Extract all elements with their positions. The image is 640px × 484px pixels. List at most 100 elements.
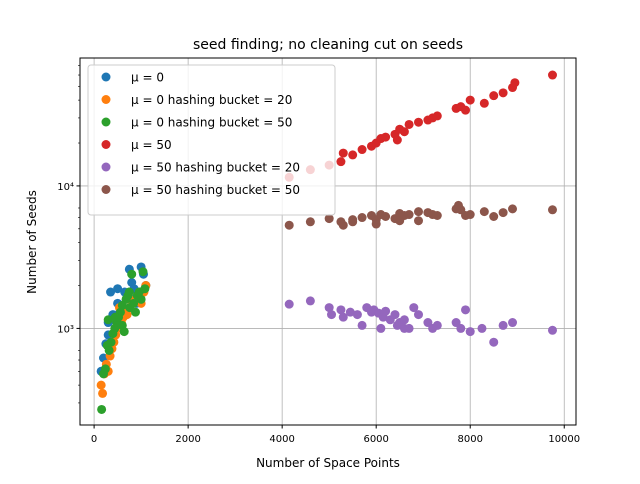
data-point bbox=[117, 300, 127, 310]
data-point bbox=[381, 212, 391, 222]
data-point bbox=[129, 298, 139, 308]
data-point bbox=[399, 323, 409, 333]
data-point bbox=[390, 310, 400, 320]
data-point bbox=[124, 287, 134, 297]
x-tick-label: 2000 bbox=[175, 434, 200, 445]
legend-marker bbox=[101, 162, 111, 172]
data-point bbox=[130, 307, 140, 317]
data-point bbox=[96, 380, 106, 390]
data-point bbox=[324, 303, 334, 313]
data-point bbox=[127, 269, 137, 279]
data-point bbox=[97, 404, 107, 414]
data-point bbox=[432, 210, 442, 220]
data-point bbox=[547, 325, 557, 335]
data-point bbox=[284, 299, 294, 309]
data-point bbox=[357, 213, 367, 223]
data-point bbox=[404, 210, 414, 220]
data-point bbox=[338, 220, 348, 230]
axes-frame bbox=[79, 57, 577, 426]
y-tick-label: 10⁴ bbox=[57, 182, 74, 193]
data-point bbox=[479, 207, 489, 217]
data-point bbox=[376, 323, 386, 333]
x-tick-label: 10000 bbox=[548, 434, 580, 445]
data-point bbox=[336, 157, 346, 167]
x-tick-label: 6000 bbox=[363, 434, 388, 445]
data-point bbox=[348, 150, 358, 160]
y-axis-label: Number of Seeds bbox=[25, 190, 39, 294]
data-point bbox=[336, 305, 346, 315]
data-point bbox=[357, 145, 367, 155]
data-point bbox=[324, 214, 334, 224]
legend-label: μ = 50 bbox=[131, 138, 172, 152]
data-point bbox=[327, 310, 337, 320]
x-axis-label: Number of Space Points bbox=[256, 456, 400, 470]
data-point bbox=[479, 98, 489, 108]
chart-title: seed finding; no cleaning cut on seeds bbox=[193, 37, 463, 53]
data-point bbox=[381, 132, 391, 142]
data-point bbox=[461, 305, 471, 315]
data-point bbox=[284, 220, 294, 230]
data-point bbox=[547, 205, 557, 215]
data-point bbox=[477, 323, 487, 333]
data-point bbox=[404, 119, 414, 129]
data-point bbox=[489, 212, 499, 222]
data-point bbox=[305, 217, 315, 227]
data-point bbox=[338, 148, 348, 158]
data-point bbox=[357, 320, 367, 330]
legend-box bbox=[87, 64, 336, 216]
data-point bbox=[414, 310, 424, 320]
legend-marker bbox=[101, 117, 111, 127]
data-point bbox=[136, 294, 146, 304]
data-point bbox=[414, 216, 424, 226]
data-point bbox=[432, 320, 442, 330]
data-point bbox=[140, 284, 150, 294]
legend-marker bbox=[101, 72, 111, 82]
data-point bbox=[381, 306, 391, 316]
data-point bbox=[456, 323, 466, 333]
data-point bbox=[510, 78, 520, 88]
data-point bbox=[305, 296, 315, 306]
data-point bbox=[414, 207, 424, 217]
data-point bbox=[348, 217, 358, 227]
data-point bbox=[104, 345, 114, 355]
data-point bbox=[103, 315, 113, 325]
data-point bbox=[508, 204, 518, 214]
data-point bbox=[465, 210, 475, 220]
data-point bbox=[138, 267, 148, 277]
data-point bbox=[338, 312, 348, 322]
data-point bbox=[465, 327, 475, 337]
data-point bbox=[106, 287, 116, 297]
legend-label: μ = 0 hashing bucket = 20 bbox=[131, 93, 292, 107]
data-point bbox=[409, 303, 419, 313]
data-point bbox=[432, 111, 442, 121]
data-point bbox=[461, 105, 471, 115]
data-point bbox=[489, 91, 499, 101]
data-point bbox=[98, 388, 108, 398]
data-point bbox=[498, 88, 508, 98]
y-tick-label: 10³ bbox=[57, 324, 74, 335]
data-point bbox=[465, 95, 475, 105]
legend-label: μ = 50 hashing bucket = 50 bbox=[131, 183, 300, 197]
data-point bbox=[399, 127, 409, 137]
data-point bbox=[395, 216, 405, 226]
data-point bbox=[106, 337, 116, 347]
data-point bbox=[489, 337, 499, 347]
data-point bbox=[100, 364, 110, 374]
data-point bbox=[110, 312, 120, 322]
data-point bbox=[414, 117, 424, 127]
data-point bbox=[399, 315, 409, 325]
legend: μ = 0 μ = 0 hashing bucket = 20 μ = 0 hash… bbox=[87, 64, 336, 216]
legend-label: μ = 0 bbox=[131, 71, 164, 85]
data-point bbox=[352, 310, 362, 320]
data-point bbox=[345, 307, 355, 317]
data-point bbox=[119, 327, 129, 337]
data-point bbox=[498, 208, 508, 218]
legend-label: μ = 0 hashing bucket = 50 bbox=[131, 116, 292, 130]
data-point bbox=[392, 135, 402, 145]
x-tick-label: 4000 bbox=[269, 434, 294, 445]
data-points bbox=[96, 70, 557, 414]
data-point bbox=[547, 70, 557, 80]
legend-marker bbox=[101, 140, 111, 149]
